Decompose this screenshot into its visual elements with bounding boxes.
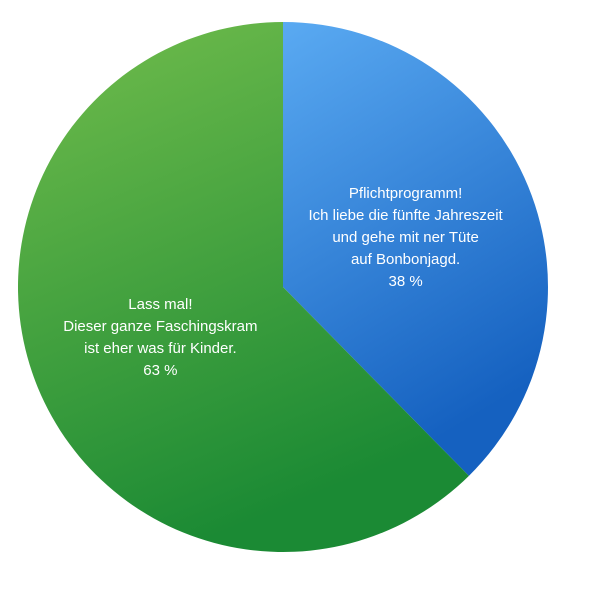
slice-label-line: Lass mal! xyxy=(128,296,192,313)
slice-label-line: Dieser ganze Faschingskram xyxy=(63,318,257,335)
slice-label-line: Pflichtprogramm! xyxy=(349,185,462,202)
pie-slices xyxy=(17,22,548,553)
slice-label-line: ist eher was für Kinder. xyxy=(84,340,237,357)
slice-label-line: Ich liebe die fünfte Jahreszeit xyxy=(308,207,503,224)
slice-label-line: und gehe mit ner Tüte xyxy=(332,229,478,246)
pie-slice-1-label: Pflichtprogramm! Ich liebe die fünfte Jah… xyxy=(308,185,503,290)
slice-percent-label: 38 % xyxy=(388,273,422,290)
slice-label-line: auf Bonbonjagd. xyxy=(351,251,460,268)
pie-slice-2 xyxy=(17,22,469,553)
slice-percent-label: 63 % xyxy=(143,362,177,379)
pie-slice-2-label: Lass mal! Dieser ganze Faschingskram ist e… xyxy=(63,296,257,379)
pie-slice-1 xyxy=(283,22,548,476)
pie-labels: Pflichtprogramm! Ich liebe die fünfte Jah… xyxy=(63,185,503,379)
